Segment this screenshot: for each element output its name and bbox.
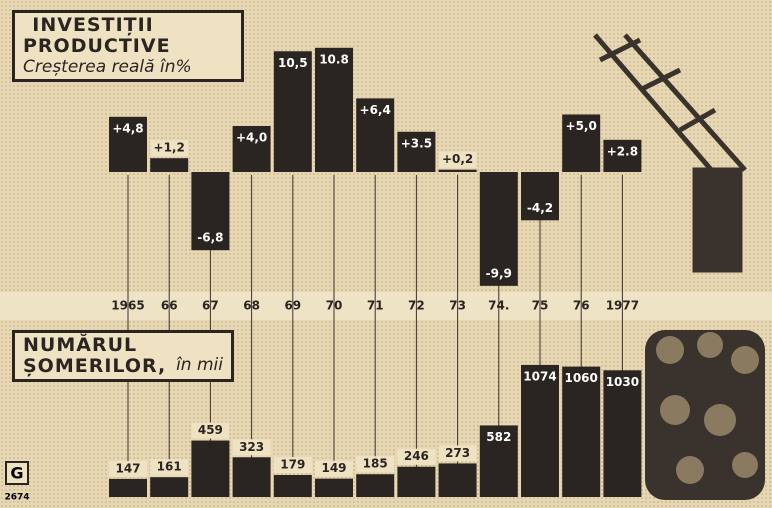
value-label: 1074 (523, 369, 556, 383)
title-box: INVESTIȚII PRODUCTIVE Creșterea reală în… (12, 10, 244, 82)
bar (397, 467, 435, 497)
bar (191, 441, 229, 497)
value-label: 459 (198, 423, 223, 437)
value-label: -6,8 (197, 231, 223, 245)
value-label: 179 (280, 457, 305, 471)
x-tick-label: 1965 (111, 299, 144, 313)
value-label: -4,2 (527, 201, 553, 215)
value-label: +4,8 (112, 121, 143, 135)
value-label: 323 (239, 440, 264, 454)
value-label: +1,2 (154, 141, 185, 155)
crowd (645, 330, 765, 500)
value-label: 273 (445, 446, 470, 460)
logo-number: 2674 (4, 493, 29, 503)
page: G 2674 1965 66 67 68 69 70 71 72 73 74. 75 76 1977 +4… (0, 0, 772, 508)
bar (150, 158, 188, 172)
x-tick-label: 72 (408, 299, 425, 313)
value-label: +3.5 (401, 136, 432, 150)
x-tick-label: 71 (367, 299, 384, 313)
bar (439, 463, 477, 497)
x-tick-label: 66 (161, 299, 178, 313)
value-label: 147 (115, 461, 140, 475)
x-tick-label: 70 (326, 299, 343, 313)
bar (233, 457, 271, 497)
value-label: 185 (363, 457, 388, 471)
x-tick-label: 76 (573, 299, 590, 313)
bar (562, 367, 600, 497)
bar (603, 370, 641, 497)
logo-letter: G (10, 464, 23, 483)
chart-subtitle: Creșterea reală în% (23, 57, 233, 77)
bar (439, 170, 477, 172)
value-label: +5,0 (566, 119, 597, 133)
value-label: +0,2 (442, 152, 473, 166)
value-label: 246 (404, 449, 429, 463)
value-label: +6,4 (360, 103, 391, 117)
bar (274, 475, 312, 497)
x-tick-label: 67 (202, 299, 219, 313)
value-label: 149 (321, 461, 346, 475)
value-label: 1060 (564, 371, 597, 385)
x-tick-label: 74. (488, 299, 509, 313)
title-box: NUMĂRUL ȘOMERILOR, în mii (12, 330, 234, 382)
value-label: 161 (157, 460, 182, 474)
chart-title: NUMĂRUL ȘOMERILOR, (23, 335, 143, 377)
value-label: +2.8 (607, 144, 638, 158)
bar (521, 365, 559, 497)
bar (109, 479, 147, 497)
x-tick-label: 73 (449, 299, 466, 313)
bar (356, 474, 394, 497)
bar (315, 479, 353, 497)
bar (315, 48, 353, 172)
value-label: 582 (486, 430, 511, 444)
x-tick-label: 75 (532, 299, 549, 313)
chart-title: INVESTIȚII PRODUCTIVE (23, 15, 163, 57)
value-label: 10,5 (278, 56, 308, 70)
bar (150, 477, 188, 497)
value-label: -9,9 (486, 266, 512, 280)
value-label: 10.8 (319, 52, 349, 66)
value-label: +4,0 (236, 131, 267, 145)
chart-subtitle: în mii (176, 355, 223, 375)
x-tick-label: 69 (284, 299, 301, 313)
x-tick-label: 1977 (606, 299, 639, 313)
x-tick-label: 68 (243, 299, 260, 313)
value-label: 1030 (606, 375, 639, 389)
